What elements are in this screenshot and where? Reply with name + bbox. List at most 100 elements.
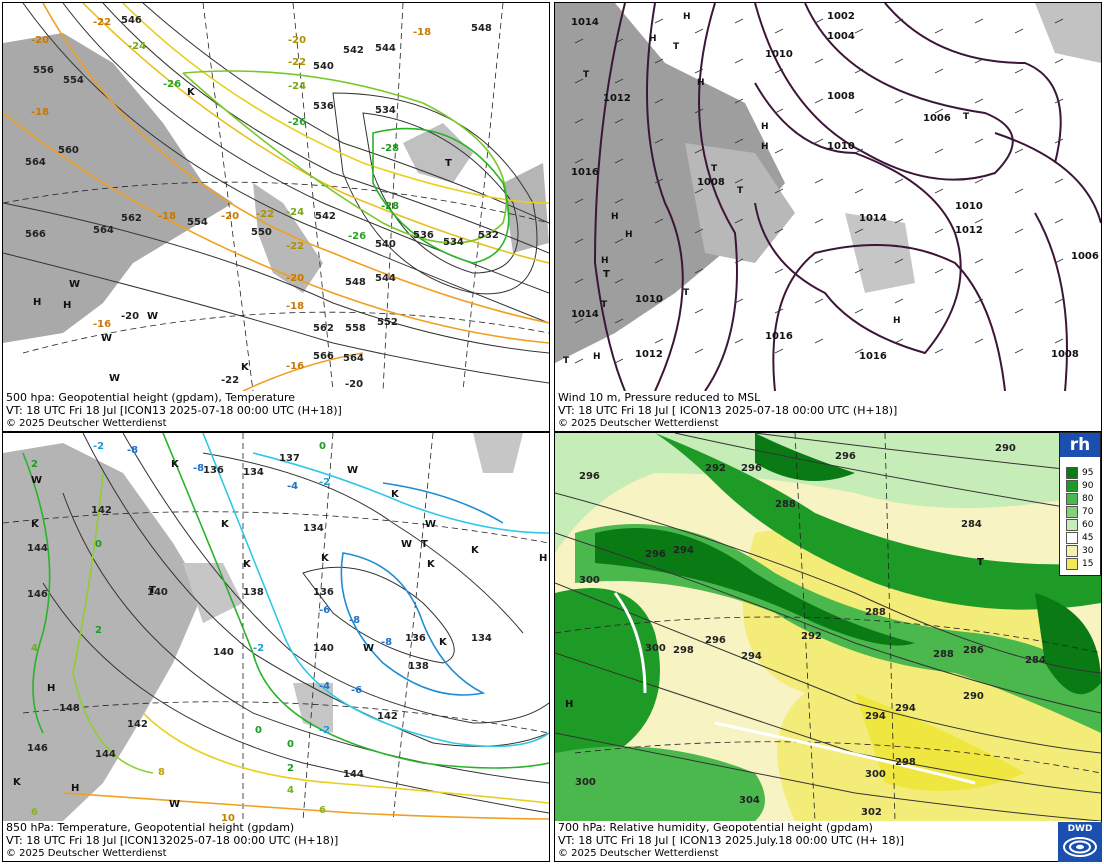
contour-label: 288	[865, 607, 886, 618]
legend-title: rh	[1060, 433, 1100, 457]
legend-level: 30	[1082, 546, 1094, 556]
contour-label: 536	[313, 101, 334, 112]
caption-valid-time: VT: 18 UTC Fri 18 Jul [ICON13 2025-07-18…	[6, 404, 342, 417]
temp-label: -20	[288, 35, 306, 46]
rh-very-low-area	[855, 693, 1025, 791]
contour-label: 296	[645, 549, 666, 560]
isobar-label: 1006	[1071, 251, 1099, 262]
pressure-symbol: W	[363, 643, 374, 654]
pressure-symbol: H	[761, 142, 769, 152]
isobar-label: 1006	[923, 113, 951, 124]
legend-item: 95	[1064, 467, 1098, 480]
contour-label: 304	[739, 795, 760, 806]
isobar-label: 1008	[827, 91, 855, 102]
legend-swatch	[1066, 467, 1078, 479]
dwd-logo: DWD	[1058, 822, 1102, 862]
contour-label: 540	[313, 61, 334, 72]
contour-label: 294	[895, 703, 916, 714]
contour-label: 550	[251, 227, 272, 238]
legend-level: 45	[1082, 533, 1094, 543]
pressure-symbol: H	[33, 297, 41, 308]
contour-label: 140	[213, 647, 234, 658]
pressure-symbol: K	[221, 519, 230, 530]
pressure-symbol: T	[445, 158, 452, 169]
pressure-symbol: T	[583, 70, 590, 80]
caption-valid-time: VT: 18 UTC Fri 18 Jul [ICON132025-07-18 …	[6, 834, 339, 847]
pressure-symbol: K	[241, 362, 250, 373]
temp-label: -18	[286, 301, 304, 312]
temp-label: 10	[221, 813, 235, 821]
rh-legend: rh 95 90 80 70 60 45 30 15	[1059, 432, 1101, 576]
pressure-symbol: T	[421, 539, 428, 550]
contour-label: 564	[343, 353, 364, 364]
pressure-symbol: W	[347, 465, 358, 476]
contour-label: 294	[741, 651, 762, 662]
land-island	[473, 433, 523, 473]
land-mass	[3, 33, 233, 343]
contour-label: 300	[575, 777, 596, 788]
contour-label: 142	[91, 505, 112, 516]
caption-title: 850 hPa: Temperature, Geopotential heigh…	[6, 821, 295, 834]
temp-label: -18	[31, 107, 49, 118]
temp-label: -2	[319, 725, 330, 736]
legend-swatch	[1066, 493, 1078, 505]
contour-label: 144	[343, 769, 364, 780]
panel-500hpa: 546 548 542 540 536 534 532 536 534 544 …	[2, 2, 550, 432]
temp-label: 0	[319, 441, 326, 452]
legend-swatch	[1066, 519, 1078, 531]
dwd-logo-text: DWD	[1067, 824, 1093, 834]
temp-label: -24	[286, 207, 304, 218]
pressure-symbol: H	[63, 300, 71, 311]
temp-label: -18	[413, 27, 431, 38]
legend-item: 45	[1064, 532, 1098, 545]
map-700hpa: 290 296 292 296 288 284 296 296 294 300 …	[555, 433, 1101, 821]
contour-label: 558	[345, 323, 366, 334]
caption-title: 700 hPa: Relative humidity, Geopotential…	[558, 821, 873, 834]
pressure-symbol: K	[31, 519, 40, 530]
temp-label: -22	[256, 209, 274, 220]
contour-label: 554	[63, 75, 84, 86]
contour-label: 134	[243, 467, 264, 478]
caption-valid-time: VT: 18 UTC Fri 18 Jul [ ICON13 2025-07-1…	[558, 404, 898, 417]
contour-label: 136	[313, 587, 334, 598]
temp-label: -26	[348, 231, 366, 242]
land-island	[183, 563, 243, 623]
temp-label: -24	[288, 81, 306, 92]
land-mass	[685, 143, 795, 263]
temp-label: -2	[319, 477, 330, 488]
white-contour	[714, 721, 976, 785]
rh-mid-area	[555, 433, 1101, 553]
legend-item: 60	[1064, 519, 1098, 532]
contour-label: 564	[25, 157, 46, 168]
contour-label: 534	[443, 237, 464, 248]
temp-label: -2	[253, 643, 264, 654]
land-island	[403, 123, 473, 183]
pressure-symbol: H	[761, 122, 769, 132]
land-island	[845, 213, 915, 293]
panel-850hpa: 136 137 134 134 134 136 136 138 138 140 …	[2, 432, 550, 862]
legend-swatch	[1066, 558, 1078, 570]
pressure-symbol: H	[601, 256, 609, 266]
pressure-symbol: H	[539, 553, 547, 564]
pressure-symbol: K	[427, 559, 436, 570]
isobar-label: 1014	[859, 213, 887, 224]
contour-label: 134	[471, 633, 492, 644]
pressure-symbol: H	[649, 34, 657, 44]
temp-label: -8	[381, 637, 392, 648]
contour-label: 138	[243, 587, 264, 598]
contour-label: 546	[121, 15, 142, 26]
temp-label: -20	[31, 35, 49, 46]
contour-label: 296	[835, 451, 856, 462]
temp-label: -8	[193, 463, 204, 474]
contour-label: 302	[861, 807, 882, 818]
isobar-label: 1002	[827, 11, 855, 22]
pressure-symbol: T	[977, 557, 984, 568]
temp-label: -4	[319, 681, 330, 692]
caption-copyright: © 2025 Deutscher Wetterdienst	[6, 848, 167, 859]
pressure-symbol: T	[673, 42, 680, 52]
contour-label: -20	[345, 379, 363, 390]
contour-label: 548	[471, 23, 492, 34]
contour-label: 552	[377, 317, 398, 328]
pressure-symbol: H	[71, 783, 79, 794]
temp-label: 4	[31, 643, 38, 654]
